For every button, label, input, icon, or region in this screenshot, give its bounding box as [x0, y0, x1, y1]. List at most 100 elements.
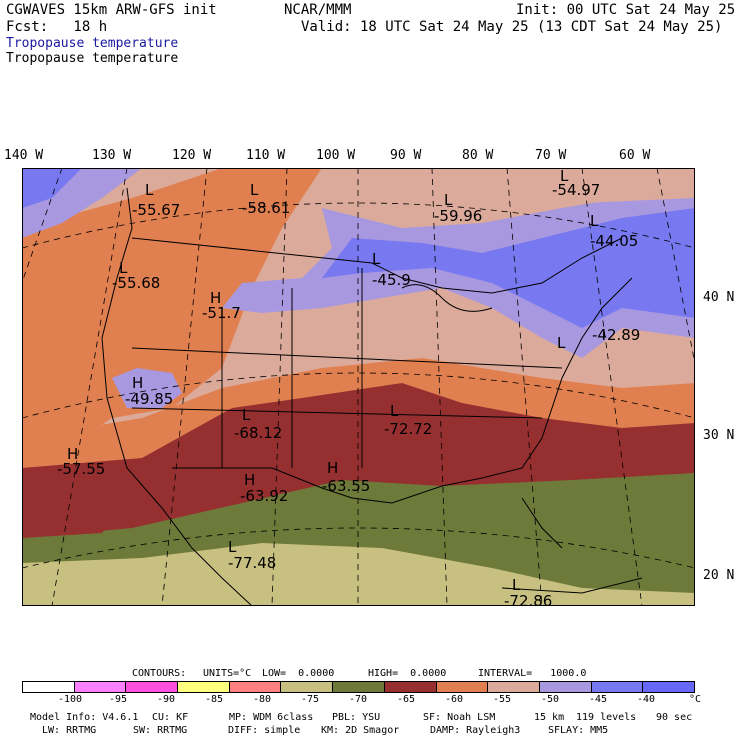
shading-west-warm: [22, 168, 322, 438]
extremum-letter: H: [67, 445, 78, 463]
colorbar-cell: [126, 682, 179, 692]
extremum-letter: H: [327, 459, 338, 477]
extremum-value: -54.97: [552, 181, 600, 199]
shaded-field-label: Tropopause temperature: [6, 36, 179, 51]
lat-label: 30 N: [703, 428, 735, 443]
valid-time: Valid: 18 UTC Sat 24 May 25 (13 CDT Sat …: [301, 19, 723, 35]
units-label: UNITS=°C: [203, 668, 252, 679]
extremum-value: -68.12: [234, 424, 282, 442]
colorbar-tick: -90: [156, 694, 176, 705]
extremum-value: -44.05: [590, 232, 638, 250]
extremum-value: -57.55: [57, 460, 105, 478]
colorbar-cell: [229, 682, 282, 692]
footer-timestep: 90 sec: [656, 712, 693, 723]
extremum-letter: H: [132, 374, 143, 392]
extremum-value: -72.86: [504, 592, 552, 606]
colorbar-cell: [539, 682, 592, 692]
shading-nevada: [112, 368, 182, 408]
footer-cu: CU: KF: [152, 712, 189, 723]
footer-lw: LW: RRTMG: [42, 725, 97, 736]
extremum-value: -72.72: [384, 420, 432, 438]
footer-model-info: Model Info: V4.6.1: [30, 712, 139, 723]
low-label: LOW= 0.0000: [262, 668, 335, 679]
colorbar-tick: -55: [492, 694, 512, 705]
extremum-letter: L: [444, 191, 453, 209]
extremum-letter: L: [250, 181, 259, 199]
lon-label: 90 W: [390, 148, 422, 163]
lon-label: 100 W: [316, 148, 356, 163]
colorbar-cell: [384, 682, 437, 692]
extremum-value: -63.92: [240, 487, 288, 505]
extremum-letter: H: [210, 289, 221, 307]
colorbar-tick: -45: [588, 694, 608, 705]
colorbar-cell: [281, 682, 334, 692]
footer-diff: DIFF: simple: [228, 725, 301, 736]
colorbar-cell: [333, 682, 385, 692]
lon-label: 110 W: [246, 148, 286, 163]
extremum-value: -55.67: [132, 201, 180, 219]
interval-label: INTERVAL= 1000.0: [478, 668, 587, 679]
lon-label: 70 W: [535, 148, 567, 163]
extremum-value: -49.85: [125, 390, 173, 408]
footer-levels: 119 levels: [576, 712, 637, 723]
shading-red-band: [22, 383, 695, 538]
shading-north-core: [322, 208, 695, 328]
extremum-letter: L: [372, 250, 381, 268]
lon-label: 140 W: [4, 148, 44, 163]
colorbar-tick: -50: [540, 694, 560, 705]
extremum-value: -51.7: [202, 304, 241, 322]
extremum-letter: L: [242, 406, 251, 424]
extremum-value: -55.68: [112, 274, 160, 292]
extremum-letter: L: [119, 259, 128, 277]
colorbar-tick: -100: [57, 694, 83, 705]
colorbar-tick: -85: [204, 694, 224, 705]
footer-damp: DAMP: Rayleigh3: [430, 725, 521, 736]
footer-mp: MP: WDM 6class: [229, 712, 314, 723]
lon-label: 60 W: [619, 148, 651, 163]
lon-label: 130 W: [92, 148, 132, 163]
colorbar-tick: -70: [348, 694, 368, 705]
shading-canada-north: [492, 168, 695, 203]
extremum-letter: L: [145, 181, 154, 199]
org-label: NCAR/MMM: [284, 2, 352, 18]
lon-label: 80 W: [462, 148, 494, 163]
extremum-value: -42.89: [592, 326, 640, 344]
colorbar-cell: [643, 682, 694, 692]
contours-label: CONTOURS:: [132, 668, 187, 679]
shading-baja: [22, 483, 132, 538]
map-frame: [22, 168, 695, 606]
colorbar-tick: -60: [444, 694, 464, 705]
shading-pacific-nw-core: [22, 168, 82, 208]
colorbar-tick: -95: [108, 694, 128, 705]
footer-pbl: PBL: YSU: [332, 712, 381, 723]
extremum-letter: L: [390, 402, 399, 420]
footer-sf: SF: Noah LSM: [423, 712, 496, 723]
footer-sflay: SFLAY: MM5: [548, 725, 609, 736]
init-time: Init: 00 UTC Sat 24 May 25: [516, 2, 736, 18]
lat-label: 40 N: [703, 290, 735, 305]
colorbar-tick: -65: [396, 694, 416, 705]
colorbar-cell: [23, 682, 75, 692]
extremum-value: -63.55: [322, 477, 370, 495]
extremum-letter: L: [228, 538, 237, 556]
colorbar-tick: -80: [252, 694, 272, 705]
field-title: Tropopause temperature: [6, 51, 179, 66]
footer-sw: SW: RRTMG: [133, 725, 188, 736]
colorbar-cell: [591, 682, 644, 692]
extrema-labels: L -55.67 L -58.61 L -59.96 L -54.97 L -5…: [57, 168, 640, 606]
footer-resolution: 15 km: [534, 712, 565, 723]
shading-tan: [22, 543, 695, 606]
high-label: HIGH= 0.0000: [368, 668, 447, 679]
extremum-value: -45.9: [372, 271, 411, 289]
extremum-value: -77.48: [228, 554, 276, 572]
colorbar-units: °C: [688, 694, 702, 705]
colorbar-cell: [488, 682, 540, 692]
colorbar-cell: [178, 682, 230, 692]
model-title: CGWAVES 15km ARW-GFS init: [6, 2, 217, 18]
colorbar-cell: [74, 682, 127, 692]
boundaries: [101, 187, 643, 606]
extremum-value: -59.96: [434, 207, 482, 225]
colorbar: [22, 681, 695, 693]
extremum-letter: L: [557, 334, 566, 352]
extremum-letter: H: [244, 471, 255, 489]
